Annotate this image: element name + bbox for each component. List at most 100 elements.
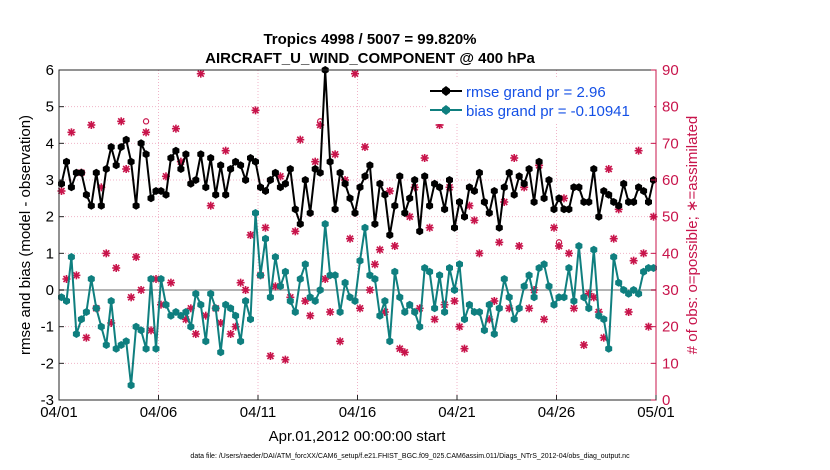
bias-point <box>600 315 608 324</box>
bias-point <box>262 234 269 243</box>
left-tick-label: -2 <box>41 355 54 372</box>
x-axis-ticks: 04/01 04/06 04/11 04/16 04/21 04/26 05/01 <box>40 395 675 421</box>
rmse-point <box>391 201 399 210</box>
right-tick-label: 70 <box>662 135 679 152</box>
bias-point <box>580 293 588 302</box>
x-tick-label: 04/11 <box>240 404 276 421</box>
rmse-point <box>416 227 424 236</box>
bias-point <box>376 311 384 320</box>
obs-assimilated-marker <box>326 308 335 316</box>
obs-assimilated-marker <box>296 135 305 144</box>
obs-star-stroke <box>605 165 613 173</box>
bias-point <box>281 267 289 276</box>
obs-assimilated-marker <box>634 146 643 155</box>
x-tick-label: 04/06 <box>140 404 178 421</box>
obs-star-stroke <box>565 249 573 257</box>
bias-point <box>152 344 160 353</box>
bias-point <box>63 297 70 305</box>
obs-star-stroke <box>132 253 140 261</box>
obs-assimilated-marker <box>400 348 409 357</box>
rmse-point <box>346 194 354 203</box>
obs-star-stroke <box>351 70 359 78</box>
bias-point <box>227 304 235 313</box>
obs-star-stroke <box>525 304 533 312</box>
obs-assimilated-marker <box>515 242 524 250</box>
bias-point <box>341 278 349 287</box>
rmse-point <box>162 190 170 199</box>
x-tick-label: 04/21 <box>438 404 476 421</box>
bias-point <box>615 278 623 287</box>
obs-assimilated-marker <box>117 117 126 126</box>
rmse-point <box>87 201 95 210</box>
bias-point <box>540 260 548 269</box>
bias-point <box>107 297 115 305</box>
bias-point <box>411 308 419 316</box>
obs-star-stroke <box>281 356 289 364</box>
obs-star-stroke <box>192 330 200 338</box>
obs-assimilated-marker <box>455 322 464 331</box>
bias-point <box>510 315 518 324</box>
obs-star-stroke <box>137 286 145 294</box>
bias-point <box>570 297 578 305</box>
obs-star-stroke <box>465 202 474 210</box>
rmse-point <box>396 172 404 181</box>
rmse-point <box>326 157 334 166</box>
bias-point <box>475 308 483 316</box>
obs-assimilated-marker <box>331 150 340 159</box>
obs-star-stroke <box>127 293 135 301</box>
rmse-point <box>142 150 150 159</box>
right-tick-label: 90 <box>662 62 679 79</box>
x-tick-label: 04/26 <box>538 404 576 421</box>
x-tick-label: 04/16 <box>339 404 377 421</box>
obs-assimilated-marker <box>554 242 563 250</box>
legend-box <box>428 78 654 124</box>
obs-star-stroke <box>401 348 409 356</box>
bias-point <box>605 344 613 353</box>
rmse-point <box>82 190 90 199</box>
obs-assimilated-marker <box>132 253 141 261</box>
obs-star-stroke <box>261 224 270 232</box>
obs-assimilated-marker <box>102 249 111 258</box>
obs-assimilated-marker <box>475 249 484 258</box>
obs-star-stroke <box>366 286 374 294</box>
obs-assimilated-marker <box>579 341 588 349</box>
obs-assimilated-marker <box>425 223 434 232</box>
left-tick-label: 6 <box>46 62 54 79</box>
rmse-point <box>371 220 379 228</box>
rmse-point <box>107 143 115 151</box>
bias-point <box>441 308 449 316</box>
rmse-point <box>271 168 279 177</box>
obs-star-stroke <box>72 271 80 279</box>
obs-star-stroke <box>515 242 523 250</box>
obs-star-stroke <box>550 224 558 232</box>
rmse-point <box>470 187 478 195</box>
obs-assimilated-marker <box>550 223 559 232</box>
right-tick-label: 0 <box>662 392 670 409</box>
bias-point <box>565 264 573 272</box>
data-file-footnote: data file: /Users/raeder/DAI/ATM_forcXX/… <box>190 453 630 460</box>
rmse-point <box>67 183 75 192</box>
bias-series-layer <box>58 209 657 390</box>
obs-assimilated-marker <box>490 297 499 305</box>
obs-star-stroke <box>639 249 648 257</box>
obs-star-stroke <box>391 242 399 250</box>
rmse-point <box>495 223 503 232</box>
rmse-point <box>605 190 613 199</box>
rmse-point <box>212 190 220 199</box>
rmse-point <box>590 165 598 173</box>
bias-point <box>381 297 389 305</box>
obs-assimilated-marker <box>495 238 504 247</box>
rmse-point <box>510 190 518 199</box>
obs-assimilated-marker <box>67 128 76 137</box>
rmse-point <box>620 179 628 188</box>
obs-star-stroke <box>306 312 314 320</box>
right-tick-label: 60 <box>662 172 679 189</box>
rmse-point <box>500 183 508 192</box>
rmse-point <box>92 168 100 177</box>
x-tick-label: 04/01 <box>40 404 78 421</box>
obs-star-stroke <box>147 326 155 334</box>
obs-star-stroke <box>431 315 439 323</box>
obs-assimilated-marker <box>142 128 151 137</box>
obs-star-stroke <box>371 260 379 268</box>
